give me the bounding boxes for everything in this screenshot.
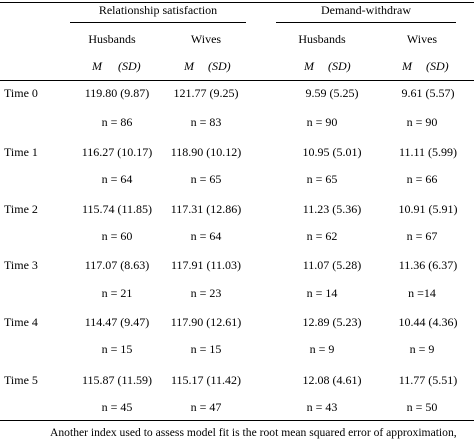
n-t5-rs-wives: n = 47 [190, 400, 222, 414]
cell-t4-rs-husbands: 114.47 (9.47) [84, 315, 150, 329]
cell-t2-dw-husbands: 11.23 (5.36) [302, 202, 362, 216]
n-t5-dw-wives: n = 50 [406, 400, 438, 414]
cell-t4-dw-wives: 10.44 (4.36) [398, 315, 458, 329]
group-rule-left [70, 22, 246, 23]
n-t4-rs-husbands: n = 15 [101, 342, 133, 356]
n-t0-rs-wives: n = 83 [190, 115, 222, 129]
stat-sd-2: (SD) [208, 59, 231, 73]
row-label-time-4: Time 4 [4, 315, 38, 329]
n-t3-rs-husbands: n = 21 [101, 286, 133, 300]
n-t5-rs-husbands: n = 45 [101, 400, 133, 414]
top-rule [0, 2, 474, 3]
n-t1-rs-husbands: n = 64 [101, 172, 133, 186]
cell-t1-rs-wives: 118.90 (10.12) [170, 145, 242, 159]
n-t3-dw-wives: n =14 [408, 286, 436, 300]
n-t0-dw-husbands: n = 90 [306, 115, 338, 129]
n-t1-rs-wives: n = 65 [190, 172, 222, 186]
cell-t0-dw-wives: 9.61 (5.57) [401, 86, 455, 100]
cell-t2-rs-husbands: 115.74 (11.85) [81, 202, 153, 216]
n-t4-dw-wives: n = 9 [409, 342, 435, 356]
n-t2-dw-husbands: n = 62 [306, 229, 338, 243]
cell-t1-dw-husbands: 10.95 (5.01) [302, 145, 362, 159]
n-t1-dw-wives: n = 66 [406, 172, 438, 186]
cell-t3-dw-husbands: 11.07 (5.28) [302, 258, 362, 272]
subheader-husbands-rs: Husbands [88, 32, 136, 46]
cell-t5-rs-husbands: 115.87 (11.59) [81, 373, 153, 387]
cell-t2-rs-wives: 117.31 (12.86) [170, 202, 242, 216]
cell-t0-rs-husbands: 119.80 (9.87) [84, 86, 150, 100]
cell-t0-dw-husbands: 9.59 (5.25) [305, 86, 359, 100]
cell-t5-rs-wives: 115.17 (11.42) [170, 373, 242, 387]
n-t3-dw-husbands: n = 14 [306, 286, 338, 300]
subheader-husbands-dw: Husbands [298, 32, 346, 46]
cell-t1-dw-wives: 11.11 (5.99) [398, 145, 458, 159]
row-label-time-1: Time 1 [4, 145, 38, 159]
n-t0-dw-wives: n = 90 [406, 115, 438, 129]
stat-m-3: M [304, 59, 314, 73]
group-header-demand-withdraw: Demand-withdraw [321, 3, 411, 17]
cell-t3-rs-husbands: 117.07 (8.63) [84, 258, 150, 272]
subheader-wives-rs: Wives [190, 32, 222, 46]
cell-t4-dw-husbands: 12.89 (5.23) [302, 315, 362, 329]
stat-m-1: M [92, 59, 102, 73]
cell-t3-rs-wives: 117.91 (11.03) [170, 258, 242, 272]
row-label-time-5: Time 5 [4, 373, 38, 387]
n-t0-rs-husbands: n = 86 [101, 115, 133, 129]
n-t2-rs-wives: n = 64 [190, 229, 222, 243]
header-rule [0, 80, 474, 81]
n-t3-rs-wives: n = 23 [190, 286, 222, 300]
cell-t5-dw-wives: 11.77 (5.51) [398, 373, 458, 387]
stat-sd-1: (SD) [118, 59, 141, 73]
n-t4-dw-husbands: n = 9 [309, 342, 335, 356]
stat-m-2: M [184, 59, 194, 73]
n-t2-rs-husbands: n = 60 [101, 229, 133, 243]
cell-t4-rs-wives: 117.90 (12.61) [170, 315, 242, 329]
cell-t3-dw-wives: 11.36 (6.37) [398, 258, 458, 272]
cell-t2-dw-wives: 10.91 (5.91) [398, 202, 458, 216]
cell-t1-rs-husbands: 116.27 (10.17) [81, 145, 153, 159]
n-t4-rs-wives: n = 15 [190, 342, 222, 356]
n-t1-dw-husbands: n = 65 [306, 172, 338, 186]
n-t5-dw-husbands: n = 43 [306, 400, 338, 414]
row-label-time-2: Time 2 [4, 202, 38, 216]
group-rule-right [276, 22, 456, 23]
cell-t0-rs-wives: 121.77 (9.25) [173, 86, 239, 100]
row-label-time-3: Time 3 [4, 258, 38, 272]
cell-t5-dw-husbands: 12.08 (4.61) [302, 373, 362, 387]
bottom-rule [0, 420, 474, 421]
row-label-time-0: Time 0 [4, 86, 38, 100]
stat-sd-3: (SD) [328, 59, 351, 73]
stat-sd-4: (SD) [426, 59, 449, 73]
group-header-relationship-satisfaction: Relationship satisfaction [98, 3, 218, 17]
subheader-wives-dw: Wives [406, 32, 438, 46]
n-t2-dw-wives: n = 67 [406, 229, 438, 243]
stat-m-4: M [402, 59, 412, 73]
body-text-line: Another index used to assess model fit i… [50, 426, 457, 439]
